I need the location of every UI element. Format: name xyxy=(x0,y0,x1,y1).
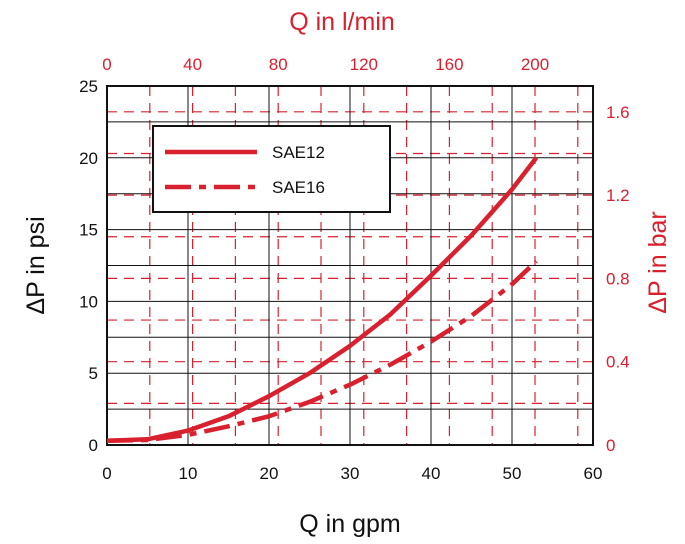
x-tick-label: 30 xyxy=(341,464,360,483)
y-tick-label: 0 xyxy=(89,436,98,455)
x-tick-label: 60 xyxy=(584,464,603,483)
y2-tick-label: 0 xyxy=(606,436,615,455)
x-tick-label: 10 xyxy=(179,464,198,483)
x-tick-label: 0 xyxy=(102,464,111,483)
y2-tick-label: 1.2 xyxy=(606,186,630,205)
x2-tick-label: 80 xyxy=(269,55,288,74)
y2-axis-title: ΔP in bar xyxy=(644,211,672,313)
y-tick-label: 25 xyxy=(79,77,98,96)
x2-tick-label: 160 xyxy=(435,55,463,74)
y-tick-label: 5 xyxy=(89,364,98,383)
series-line-sae12 xyxy=(106,156,539,443)
series-lines xyxy=(106,156,539,443)
x2-tick-label: 0 xyxy=(102,55,111,74)
y-tick-label: 15 xyxy=(79,221,98,240)
x-axis-title: Q in gpm xyxy=(299,510,400,538)
plot-frame xyxy=(106,85,594,446)
y-tick-label: 20 xyxy=(79,149,98,168)
x-tick-label: 20 xyxy=(260,464,279,483)
x2-tick-label: 120 xyxy=(350,55,378,74)
y2-tick-label: 1.6 xyxy=(606,103,630,122)
y2-tick-label: 0.8 xyxy=(606,269,630,288)
x2-axis-title: Q in l/min xyxy=(289,8,395,36)
legend-box xyxy=(152,125,391,213)
legend: SAE12 SAE16 xyxy=(152,125,391,213)
x-tick-label: 50 xyxy=(503,464,522,483)
legend-label-sae16: SAE16 xyxy=(272,178,325,197)
x2-tick-label: 40 xyxy=(183,55,202,74)
tick-labels: 0 10 20 30 40 50 600 40 80 120 160 200051015202500.… xyxy=(79,55,630,483)
x-tick-label: 40 xyxy=(422,464,441,483)
series-line-sae16 xyxy=(106,259,538,443)
y-tick-label: 10 xyxy=(79,292,98,311)
x2-tick-label: 200 xyxy=(521,55,549,74)
legend-label-sae12: SAE12 xyxy=(272,143,325,162)
y-axis-title: ΔP in psi xyxy=(22,216,50,314)
y2-tick-label: 0.4 xyxy=(606,353,630,372)
